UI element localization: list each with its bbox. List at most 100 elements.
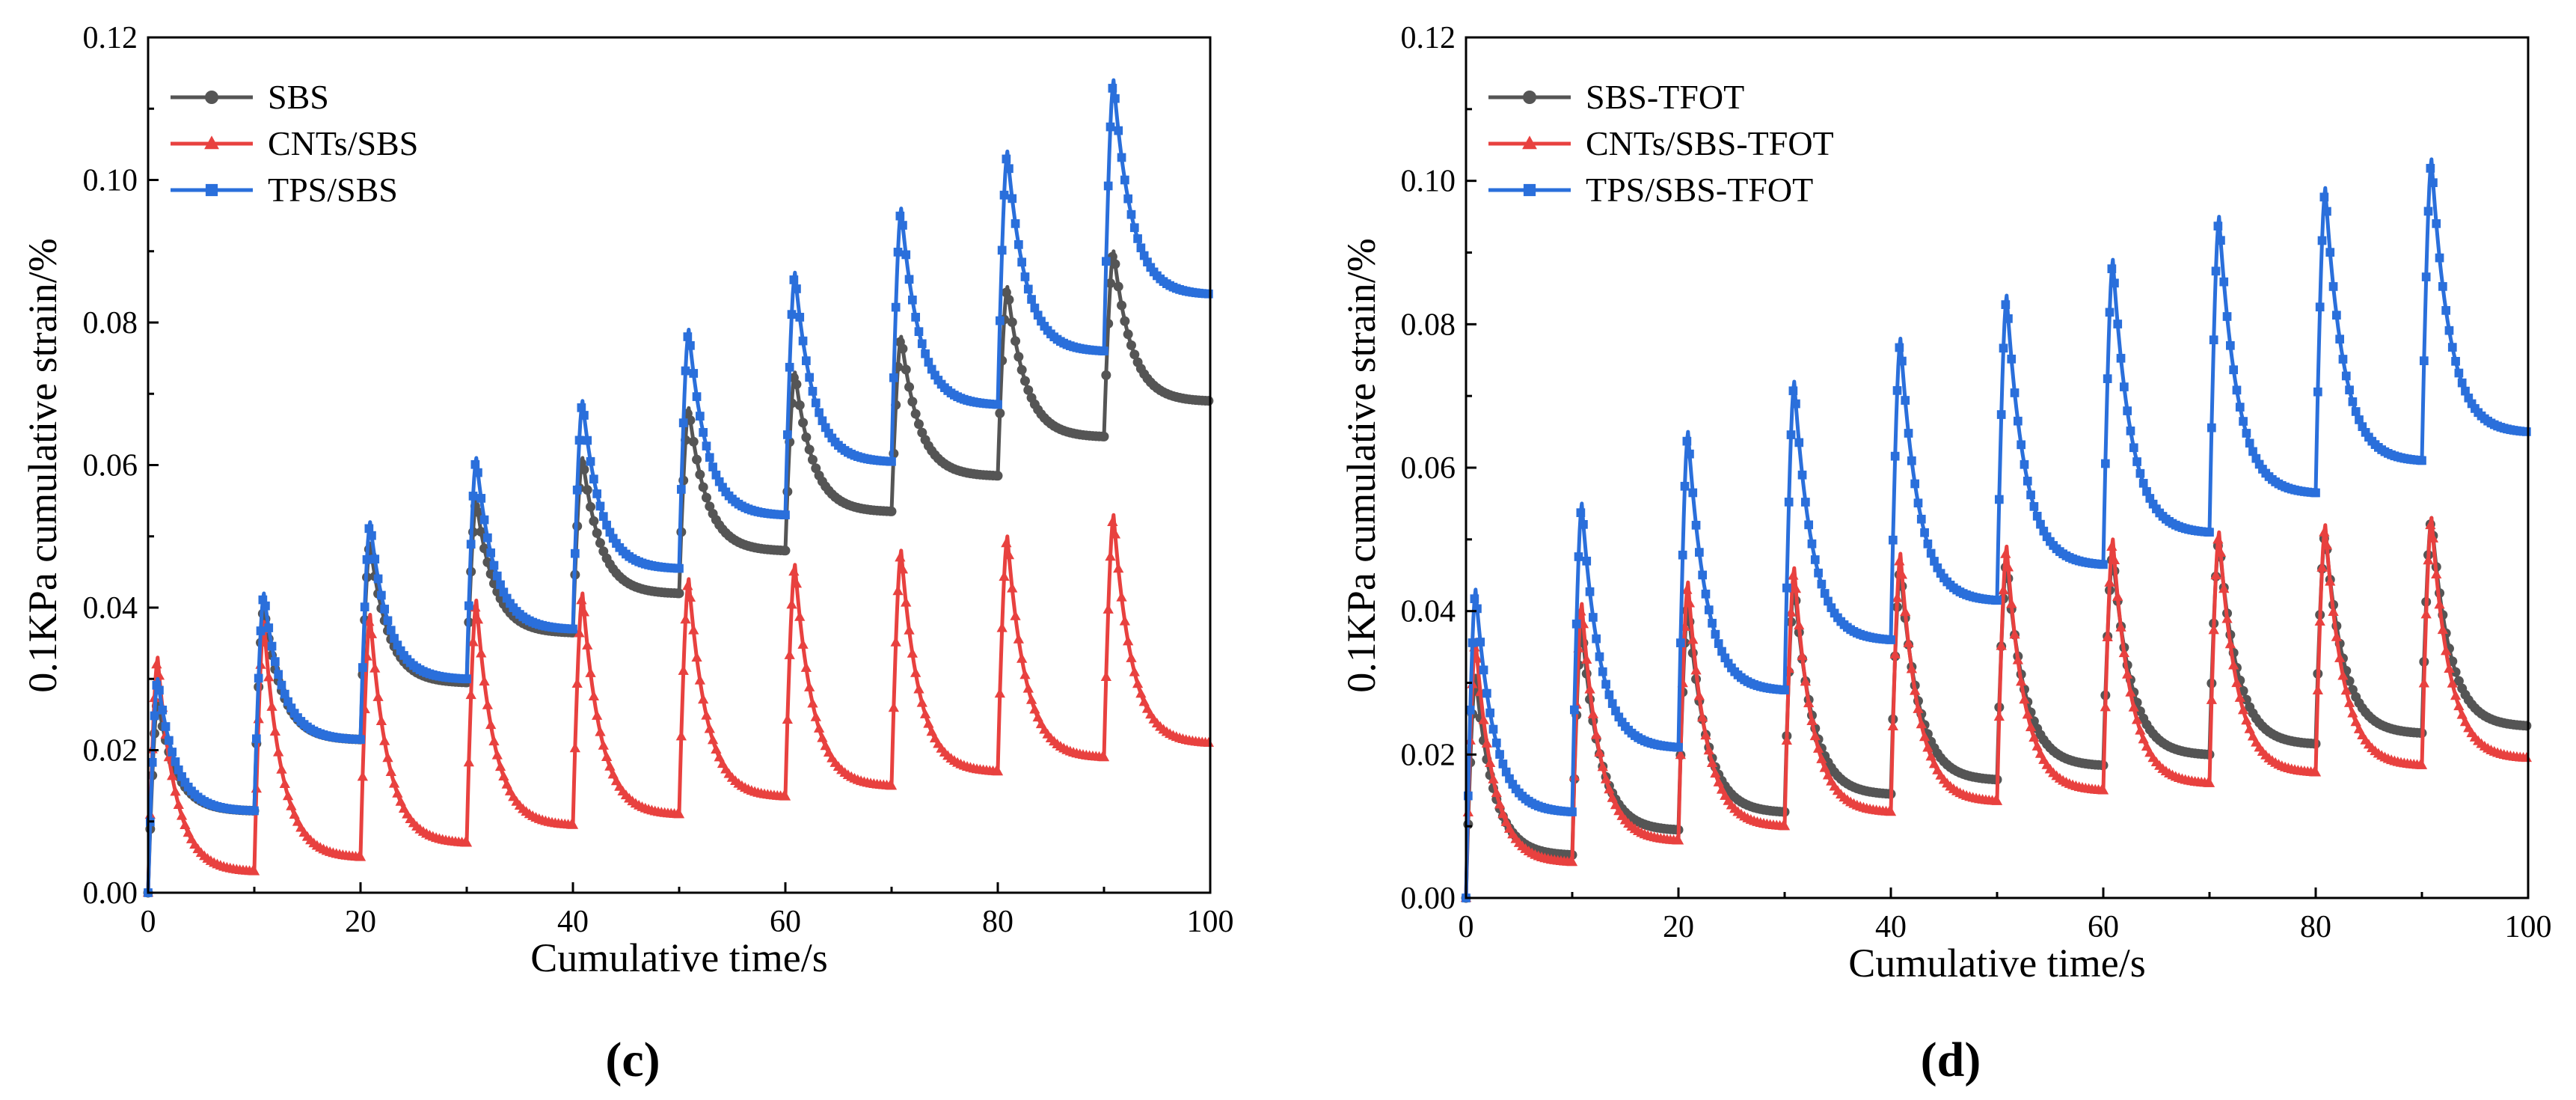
data-point [2029,501,2039,511]
data-point [893,248,903,257]
data-point [2031,740,2043,751]
data-point [788,566,800,576]
data-point [2319,192,2329,202]
data-point [1116,591,1127,602]
data-point [2444,662,2455,673]
data-point [2432,219,2441,228]
data-point [588,690,600,700]
data-point [269,725,281,736]
data-point [1685,449,1694,459]
data-point [1816,753,1827,763]
data-point [695,469,705,480]
data-point [466,540,476,549]
legend-marker [204,135,219,150]
data-point [494,761,506,771]
data-point [2222,312,2232,321]
data-point [1708,618,1717,628]
data-point [2102,631,2113,641]
data-point [824,429,833,438]
data-point [570,549,580,558]
data-point [2001,300,2011,309]
data-point [1023,284,1033,294]
data-point [807,454,818,465]
data-point [2020,459,2029,469]
data-point [2335,334,2345,344]
data-point [1491,738,1501,748]
data-point [1780,685,1789,694]
data-point [930,370,939,380]
data-point [472,614,484,624]
data-point [1904,429,1913,438]
data-point [165,736,174,745]
data-point [1926,549,1936,558]
data-point [907,647,919,658]
data-point [2314,615,2325,626]
data-point [2461,386,2470,396]
axis-ticks: 0 20 40 60 80 100 0.00 0.02 0.04 0.06 0.08 0.10 0.12 [1401,21,2552,944]
data-point [1581,653,1592,664]
data-point [289,709,299,718]
legend-marker [1522,135,1537,150]
data-point [1470,594,1479,604]
data-point [2104,576,2115,587]
data-point [1101,257,1111,266]
data-point [2010,388,2020,397]
data-point [2421,272,2431,281]
data-point [147,757,157,767]
data-point [1895,343,1904,352]
data-point [1806,715,1818,726]
data-point [2226,340,2235,350]
data-point [691,652,702,662]
data-point [2420,608,2432,619]
x-tick-label: 80 [2300,910,2331,944]
data-point [791,379,802,390]
data-point [886,780,898,790]
data-point [464,601,473,611]
data-point [482,699,494,709]
data-point [674,588,684,599]
data-point [1713,776,1724,786]
data-point [2002,561,2014,572]
data-point [267,641,277,651]
data-point [479,515,489,525]
data-point [2447,343,2457,352]
data-point [1105,551,1116,561]
data-point [1595,652,1604,661]
data-point [1117,153,1126,162]
data-point [2319,526,2330,537]
data-point [1017,257,1027,267]
data-point [2423,554,2434,565]
data-point [2014,416,2023,426]
data-point [150,711,159,721]
data-point [1600,773,1612,783]
data-point [992,766,1004,776]
data-point [804,681,815,691]
data-point [1007,317,1017,328]
data-point [2032,511,2042,521]
data-point [1471,653,1483,663]
data-point [2135,468,2145,478]
data-point [358,663,367,672]
data-point [1485,708,1495,718]
data-point [395,795,406,806]
data-point [1807,539,1817,549]
data-point [1892,386,1902,395]
data-point [1488,724,1498,734]
data-point [2334,652,2346,662]
y-tick-label: 0.08 [83,306,138,340]
data-point [580,411,589,420]
data-point [1675,638,1685,647]
data-point [1016,653,1028,663]
y-tick-label: 0.02 [1401,738,1456,772]
data-point [1706,757,1718,768]
data-point [1019,376,1030,386]
data-point [1481,737,1493,748]
data-point [1587,708,1599,718]
data-point [684,592,696,602]
data-point [1203,289,1213,299]
data-point [1482,688,1491,698]
data-point [1804,520,1814,530]
data-point [1781,735,1792,745]
data-point [673,808,685,819]
